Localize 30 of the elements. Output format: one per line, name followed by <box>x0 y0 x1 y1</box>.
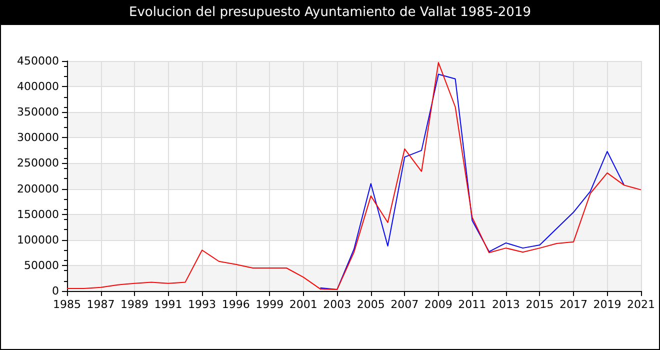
x-tick-label: 1987 <box>86 298 115 311</box>
x-tick-label: 1999 <box>256 298 284 311</box>
x-tick-label: 1985 <box>53 298 81 311</box>
line-series <box>320 74 625 290</box>
x-tick-label: 2009 <box>424 298 452 311</box>
y-tick-label: 400000 <box>17 80 59 94</box>
x-tick-label: 1989 <box>120 298 149 311</box>
x-tick-label: 2007 <box>390 298 419 311</box>
y-tick-label: 450000 <box>17 54 59 68</box>
y-tick-label: 100000 <box>17 233 59 246</box>
y-tick-label: 0 <box>52 284 59 298</box>
x-tick-label: 2015 <box>526 298 554 311</box>
y-tick-label: 300000 <box>17 131 59 144</box>
x-tick-label: 2005 <box>356 298 385 311</box>
y-tick-label: 50000 <box>24 258 59 272</box>
x-tick-label: 2019 <box>593 298 622 311</box>
x-tick-label: 2017 <box>559 298 588 311</box>
x-tick-label: 2003 <box>323 298 352 311</box>
y-tick-label: 150000 <box>17 208 59 221</box>
y-tick-label: 350000 <box>17 106 59 119</box>
y-tick-label: 200000 <box>17 182 59 196</box>
x-tick-label: 1996 <box>222 298 250 311</box>
chart-title: Evolucion del presupuesto Ayuntamiento de Vallat 1985-2019 <box>1 1 659 25</box>
x-tick-label: 1993 <box>188 298 216 311</box>
x-tick-label: 2011 <box>458 298 486 311</box>
y-tick-label: 250000 <box>17 156 59 170</box>
x-tick-label: 2021 <box>627 298 655 311</box>
x-tick-label: 2013 <box>492 298 520 311</box>
x-tick-label: 2001 <box>289 298 318 311</box>
x-tick-label: 1991 <box>154 298 182 311</box>
